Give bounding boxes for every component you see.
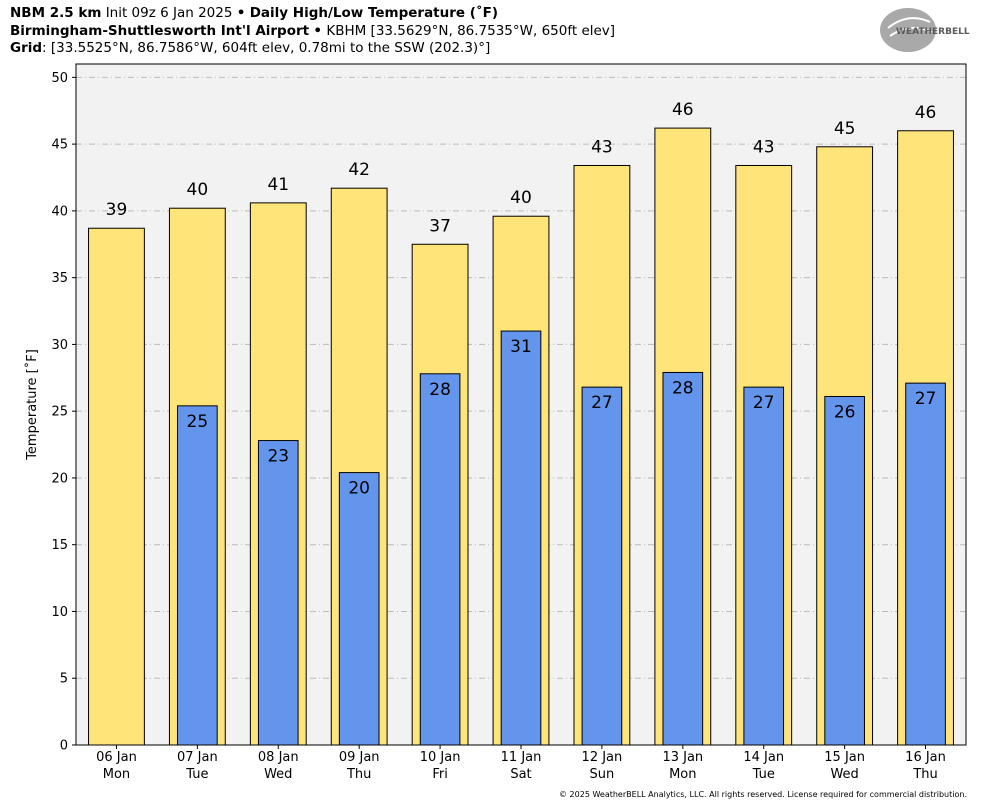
x-tick-label-day: Sat bbox=[510, 767, 531, 782]
header-line-2: Birmingham-Shuttlesworth Int'l Airport •… bbox=[10, 23, 615, 41]
low-temp-bar bbox=[824, 395, 865, 746]
weatherbell-logo: WEATHERBELL bbox=[880, 8, 970, 52]
high-temp-label: 45 bbox=[834, 119, 856, 139]
y-tick-label: 45 bbox=[51, 138, 68, 153]
grid-label: Grid bbox=[10, 40, 43, 56]
x-tick-label-day: Wed bbox=[830, 767, 858, 782]
y-tick-label: 40 bbox=[51, 204, 68, 219]
high-temp-label: 42 bbox=[348, 160, 370, 180]
x-tick-label-day: Sun bbox=[590, 767, 615, 782]
low-temp-bar bbox=[419, 373, 461, 746]
x-tick-label-date: 07 Jan bbox=[177, 750, 218, 765]
y-tick-label: 5 bbox=[60, 672, 68, 687]
low-temp-bar bbox=[500, 330, 542, 746]
x-tick-label-date: 14 Jan bbox=[743, 750, 784, 765]
y-tick-label: 30 bbox=[51, 338, 68, 353]
x-tick-label-day: Tue bbox=[185, 767, 208, 782]
high-temp-label: 46 bbox=[672, 100, 694, 120]
copyright-notice: © 2025 WeatherBELL Analytics, LLC. All r… bbox=[559, 790, 967, 799]
low-temp-label: 28 bbox=[672, 378, 694, 398]
x-tick-label-date: 12 Jan bbox=[582, 750, 623, 765]
low-temp-label: 26 bbox=[834, 402, 856, 422]
logo-wordmark: WEATHERBELL bbox=[896, 27, 970, 37]
x-tick-label-date: 11 Jan bbox=[501, 750, 542, 765]
header-line-1: NBM 2.5 km Init 09z 6 Jan 2025 • Daily H… bbox=[10, 5, 615, 23]
x-tick-label-date: 10 Jan bbox=[420, 750, 461, 765]
low-temp-bar bbox=[338, 472, 380, 746]
x-tick-label-date: 13 Jan bbox=[662, 750, 703, 765]
high-temp-label: 41 bbox=[267, 175, 289, 195]
grid-info: : [33.5525°N, 86.7586°W, 604ft elev, 0.7… bbox=[42, 40, 491, 56]
low-temp-label: 27 bbox=[591, 393, 613, 413]
x-tick-label-date: 08 Jan bbox=[258, 750, 299, 765]
x-tick-label-date: 16 Jan bbox=[905, 750, 946, 765]
y-tick-label: 20 bbox=[51, 471, 68, 486]
x-tick-label-date: 15 Jan bbox=[824, 750, 865, 765]
low-temp-label: 28 bbox=[429, 380, 451, 400]
high-temp-bar bbox=[88, 227, 145, 746]
low-temp-bar bbox=[905, 382, 946, 746]
x-tick-label-day: Wed bbox=[264, 767, 292, 782]
y-tick-label: 15 bbox=[51, 538, 68, 553]
low-temp-bar bbox=[662, 371, 704, 746]
high-temp-label: 39 bbox=[106, 200, 128, 220]
x-tick-label-date: 06 Jan bbox=[96, 750, 137, 765]
x-tick-label-day: Mon bbox=[669, 767, 696, 782]
low-temp-bar bbox=[177, 405, 218, 746]
high-temp-label: 43 bbox=[753, 137, 775, 157]
low-temp-bar bbox=[257, 440, 299, 746]
x-tick-label-day: Thu bbox=[912, 767, 937, 782]
header-separator: • bbox=[236, 5, 246, 21]
x-tick-label-day: Fri bbox=[432, 767, 448, 782]
y-tick-label: 10 bbox=[51, 605, 68, 620]
y-tick-label: 0 bbox=[60, 739, 68, 754]
low-temp-label: 27 bbox=[753, 393, 775, 413]
y-tick-label: 35 bbox=[51, 271, 68, 286]
plot-frame bbox=[75, 63, 967, 746]
x-tick-label-date: 09 Jan bbox=[339, 750, 380, 765]
low-temp-label: 31 bbox=[510, 337, 532, 357]
model-name: NBM 2.5 km bbox=[10, 5, 102, 21]
y-axis-label: Temperature [˚F] bbox=[24, 349, 40, 461]
chart-title: Daily High/Low Temperature (˚F) bbox=[249, 5, 499, 21]
high-temp-label: 40 bbox=[187, 180, 209, 200]
high-temp-label: 46 bbox=[915, 103, 937, 123]
header-separator: • bbox=[313, 22, 323, 39]
x-tick-label-day: Mon bbox=[103, 767, 130, 782]
low-temp-label: 27 bbox=[915, 389, 937, 409]
x-tick-label-day: Tue bbox=[752, 767, 775, 782]
high-temp-label: 40 bbox=[510, 188, 532, 208]
low-temp-bar bbox=[581, 386, 623, 746]
header-line-3: Grid: [33.5525°N, 86.7586°W, 604ft elev,… bbox=[10, 40, 615, 58]
init-time: Init 09z 6 Jan 2025 bbox=[105, 5, 233, 21]
chart-header: NBM 2.5 km Init 09z 6 Jan 2025 • Daily H… bbox=[10, 5, 615, 58]
station-name: Birmingham-Shuttlesworth Int'l Airport bbox=[10, 22, 310, 39]
low-temp-label: 20 bbox=[348, 479, 370, 499]
y-tick-label: 25 bbox=[51, 405, 68, 420]
high-temp-label: 43 bbox=[591, 137, 613, 157]
y-tick-label: 50 bbox=[51, 71, 68, 86]
low-temp-bar bbox=[743, 386, 785, 746]
low-temp-label: 25 bbox=[187, 412, 209, 432]
station-info: KBHM [33.5629°N, 86.7535°W, 650ft elev] bbox=[326, 22, 616, 39]
high-temp-label: 37 bbox=[429, 216, 451, 236]
x-tick-label-day: Thu bbox=[346, 767, 371, 782]
low-temp-label: 23 bbox=[267, 447, 289, 467]
